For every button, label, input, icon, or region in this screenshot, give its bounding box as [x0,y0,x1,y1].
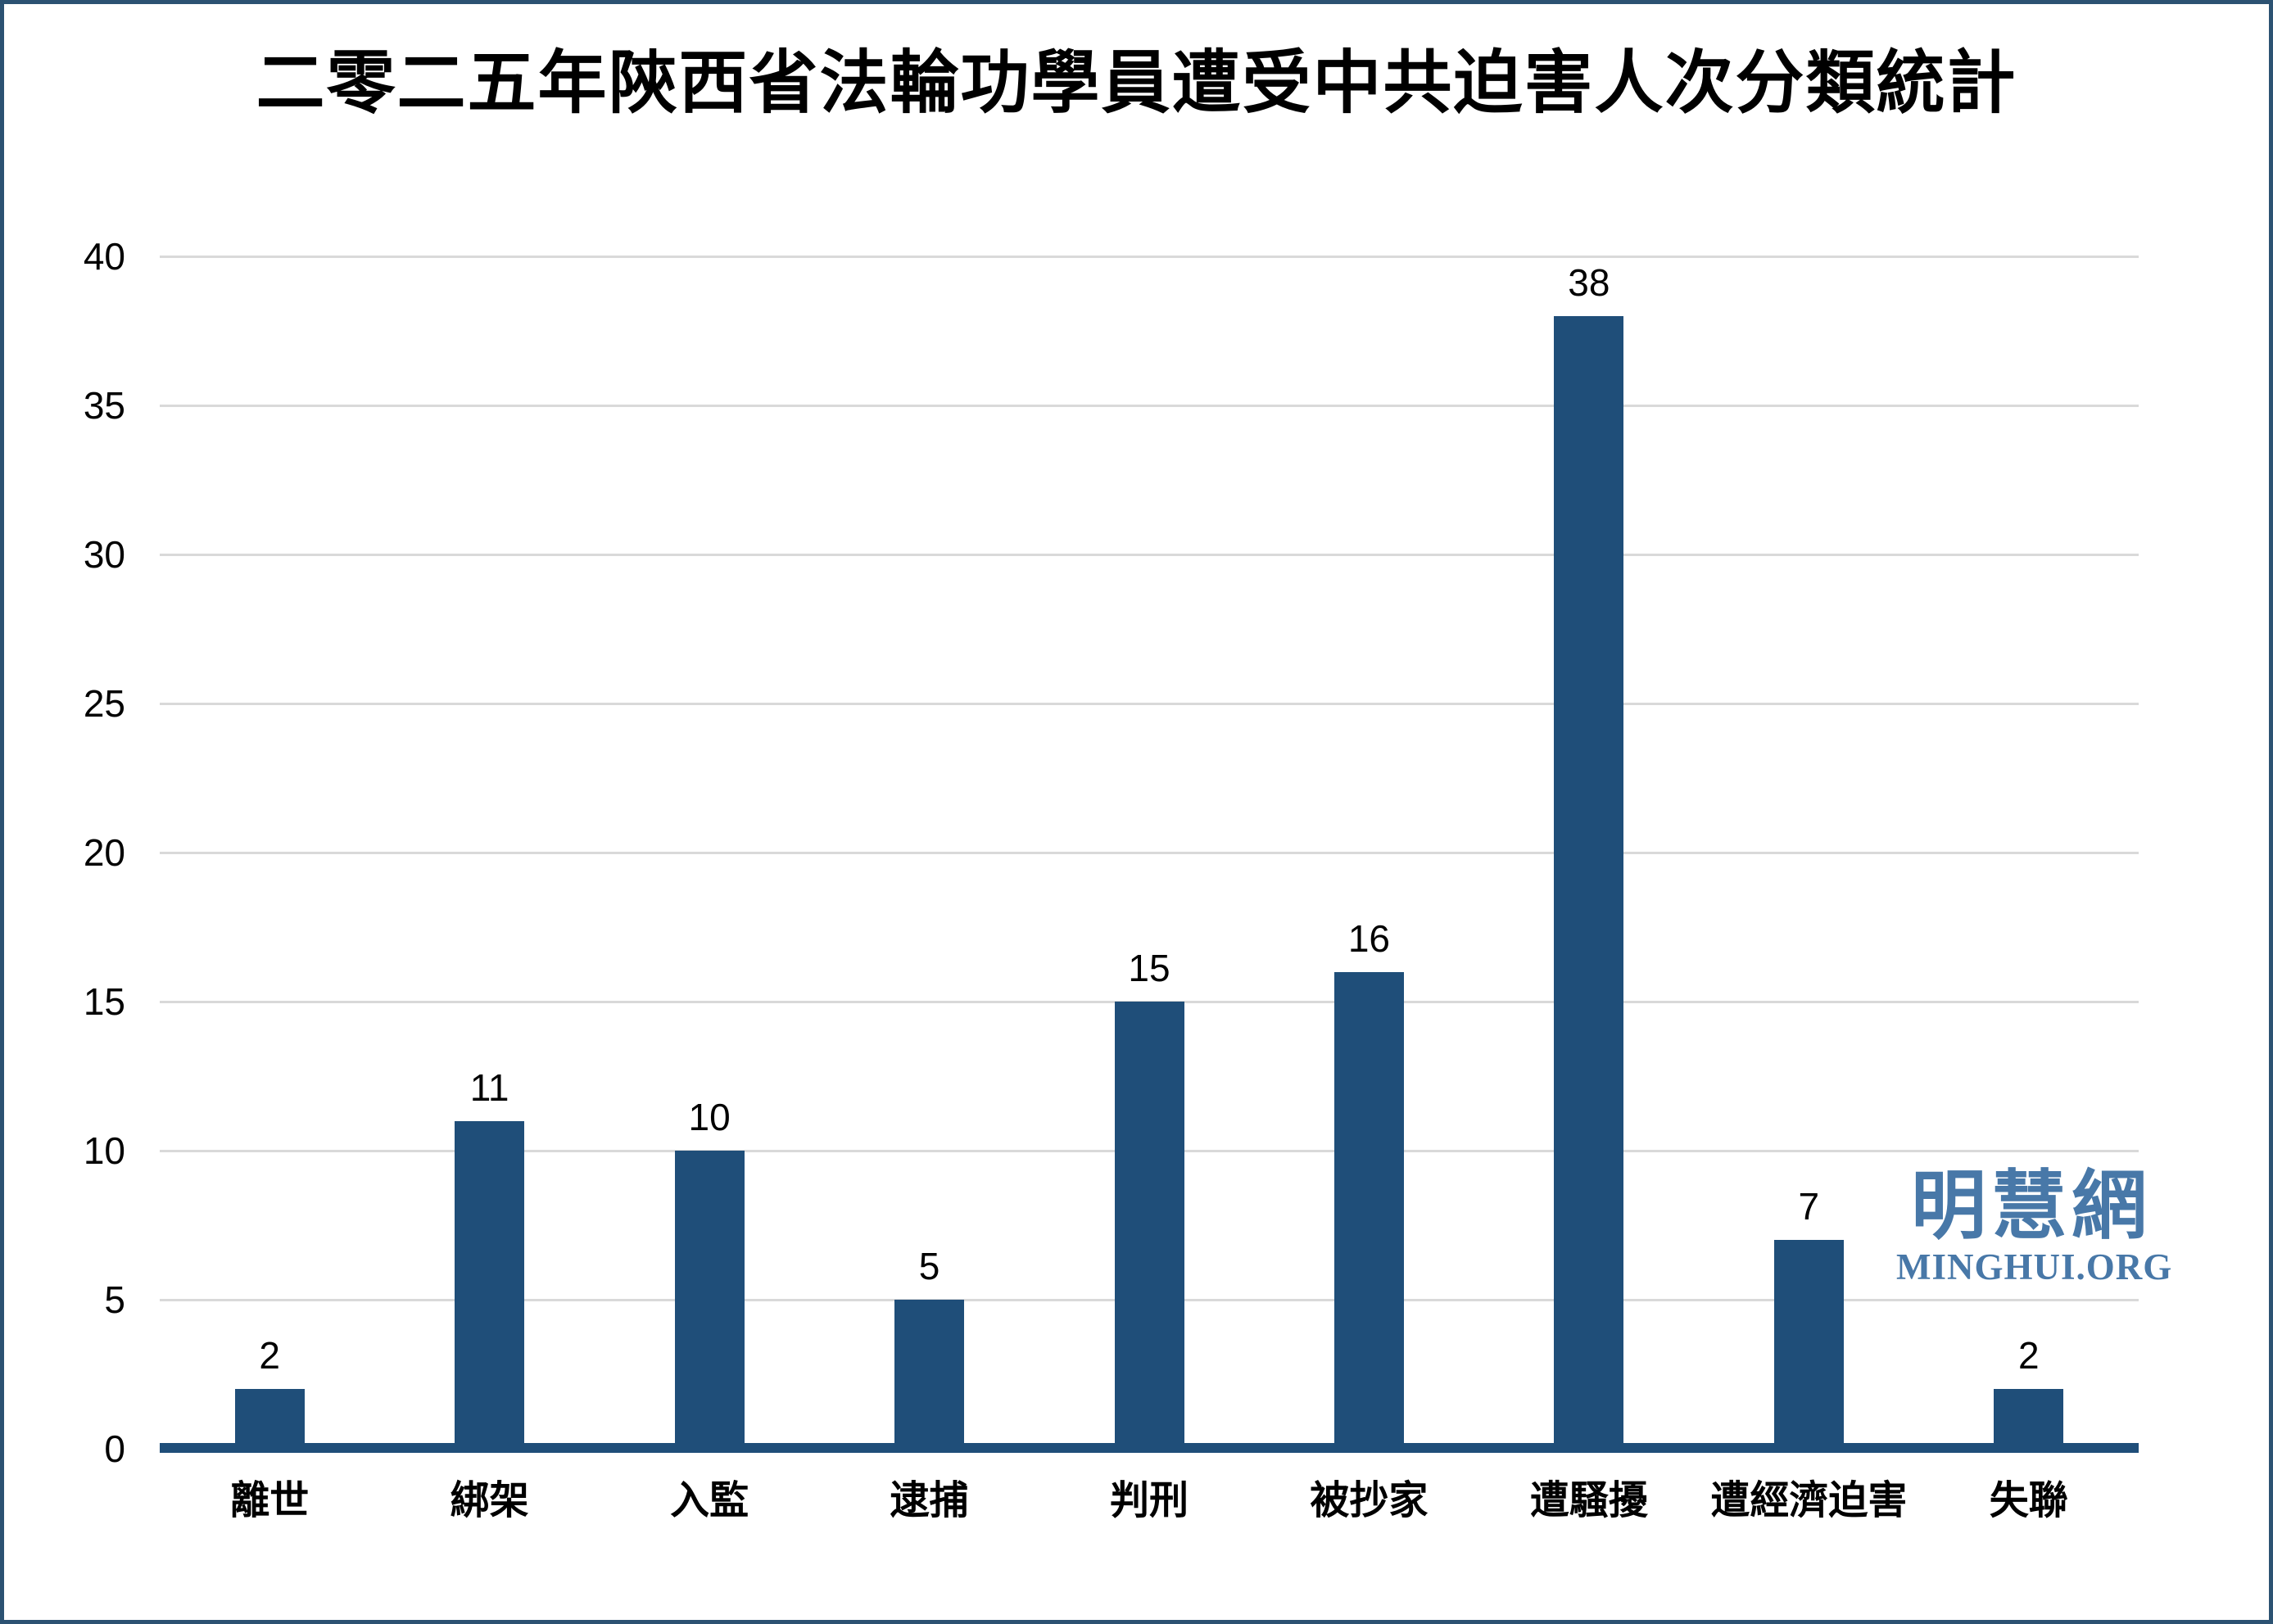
category-label-逮捕: 逮捕 [890,1479,969,1522]
watermark-site-name-cjk: 明慧網 [1910,1165,2152,1248]
watermark-site-name-latin: MINGHUI.ORG [1896,1246,2173,1287]
bar-逮捕 [894,1300,965,1449]
bar-value-label-失聯: 2 [2017,1334,2040,1377]
gridline-35 [160,405,2139,407]
bar-失聯 [1994,1389,2064,1449]
bar-被抄家 [1333,971,1404,1449]
bar-遭經濟迫害 [1773,1240,1844,1449]
y-tick-label-15: 15 [83,980,125,1023]
y-tick-label-30: 30 [83,533,125,576]
bar-value-label-入監: 10 [688,1096,731,1138]
x-axis-line [160,1443,2139,1453]
bar-入監 [674,1151,745,1449]
category-label-被抄家: 被抄家 [1310,1479,1429,1522]
category-label-遭騷擾: 遭騷擾 [1529,1479,1648,1522]
bar-value-label-遭經濟迫害: 7 [1798,1185,1820,1228]
category-label-判刑: 判刑 [1109,1479,1189,1522]
y-tick-label-5: 5 [104,1278,125,1321]
gridline-20 [160,852,2139,854]
y-tick-label-20: 20 [83,831,125,874]
chart-title: 二零二五年陝西省法輪功學員遭受中共迫害人次分類統計 [256,46,2017,122]
bar-value-label-逮捕: 5 [918,1245,940,1287]
minghui-watermark: 明慧網 MINGHUI.ORG [1896,1165,2173,1287]
bar-value-label-判刑: 15 [1128,947,1170,989]
y-tick-label-25: 25 [83,682,125,725]
bar-遭騷擾 [1554,315,1624,1449]
category-label-入監: 入監 [670,1479,749,1522]
y-tick-label-40: 40 [83,235,125,278]
plot-area: 2 11 10 5 15 16 38 7 2 [160,256,2139,1453]
y-tick-label-0: 0 [104,1427,125,1470]
bar-離世 [234,1389,305,1449]
category-label-遭經濟迫害: 遭經濟迫害 [1710,1479,1908,1522]
gridline-40 [160,256,2139,258]
y-tick-label-10: 10 [83,1129,125,1172]
category-label-失聯: 失聯 [1989,1479,2068,1522]
bar-value-label-被抄家: 16 [1347,916,1391,960]
category-label-離世: 離世 [230,1479,310,1522]
y-tick-label-35: 35 [83,384,125,427]
category-label-綁架: 綁架 [450,1479,529,1522]
bar-判刑 [1114,1002,1184,1449]
gridline-25 [160,703,2139,705]
gridline-30 [160,554,2139,556]
bar-value-label-遭騷擾: 38 [1568,260,1610,304]
bar-value-label-離世: 2 [259,1334,281,1377]
bar-value-label-綁架: 11 [469,1065,509,1109]
bar-綁架 [455,1120,525,1449]
